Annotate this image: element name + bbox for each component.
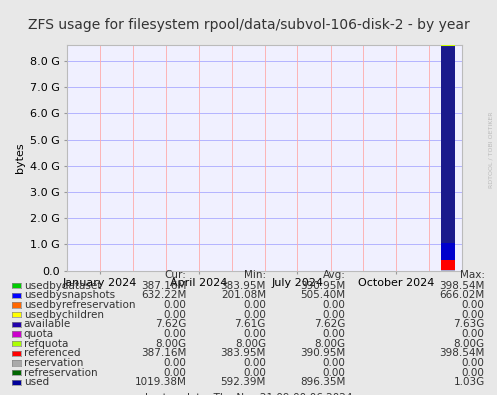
Text: used: used — [24, 377, 49, 387]
Text: 8.00G: 8.00G — [155, 339, 186, 349]
Text: Max:: Max: — [460, 271, 485, 280]
Text: usedbydataset: usedbydataset — [24, 280, 101, 291]
Text: 398.54M: 398.54M — [439, 348, 485, 358]
Text: 7.61G: 7.61G — [235, 319, 266, 329]
Text: 0.00: 0.00 — [164, 300, 186, 310]
Text: 7.63G: 7.63G — [453, 319, 485, 329]
Text: 0.00: 0.00 — [243, 368, 266, 378]
Text: 1.03G: 1.03G — [453, 377, 485, 387]
Text: 7.62G: 7.62G — [155, 319, 186, 329]
Text: 0.00: 0.00 — [462, 310, 485, 320]
Text: available: available — [24, 319, 71, 329]
Text: 592.39M: 592.39M — [221, 377, 266, 387]
Text: 0.00: 0.00 — [462, 358, 485, 368]
Text: 398.54M: 398.54M — [439, 280, 485, 291]
Text: 1019.38M: 1019.38M — [135, 377, 186, 387]
Text: 0.00: 0.00 — [243, 329, 266, 339]
Text: 0.00: 0.00 — [243, 358, 266, 368]
Text: 0.00: 0.00 — [243, 310, 266, 320]
Text: 0.00: 0.00 — [323, 300, 345, 310]
Text: RDTOOL / TOBI OETIKER: RDTOOL / TOBI OETIKER — [489, 112, 494, 188]
Text: 7.62G: 7.62G — [314, 319, 345, 329]
Text: 8.00G: 8.00G — [235, 339, 266, 349]
Text: 387.16M: 387.16M — [141, 348, 186, 358]
Text: 0.00: 0.00 — [164, 368, 186, 378]
Text: 383.95M: 383.95M — [221, 348, 266, 358]
Text: 0.00: 0.00 — [323, 368, 345, 378]
Text: 390.95M: 390.95M — [300, 280, 345, 291]
Text: Min:: Min: — [244, 271, 266, 280]
Text: Avg:: Avg: — [323, 271, 345, 280]
Text: 505.40M: 505.40M — [300, 290, 345, 300]
Text: reservation: reservation — [24, 358, 83, 368]
Text: 387.16M: 387.16M — [141, 280, 186, 291]
Text: 0.00: 0.00 — [164, 329, 186, 339]
Text: usedbychildren: usedbychildren — [24, 310, 104, 320]
Text: 201.08M: 201.08M — [221, 290, 266, 300]
Text: refreservation: refreservation — [24, 368, 97, 378]
Text: 0.00: 0.00 — [164, 358, 186, 368]
Text: quota: quota — [24, 329, 54, 339]
Text: refquota: refquota — [24, 339, 68, 349]
Text: 0.00: 0.00 — [323, 329, 345, 339]
Text: 0.00: 0.00 — [164, 310, 186, 320]
Text: 0.00: 0.00 — [462, 329, 485, 339]
Text: usedbysnapshots: usedbysnapshots — [24, 290, 115, 300]
Text: 0.00: 0.00 — [243, 300, 266, 310]
Text: 383.95M: 383.95M — [221, 280, 266, 291]
Text: 0.00: 0.00 — [462, 368, 485, 378]
Text: 8.00G: 8.00G — [314, 339, 345, 349]
Text: referenced: referenced — [24, 348, 81, 358]
Text: 0.00: 0.00 — [323, 310, 345, 320]
Text: 632.22M: 632.22M — [141, 290, 186, 300]
Text: 666.02M: 666.02M — [439, 290, 485, 300]
Text: usedbyrefreservation: usedbyrefreservation — [24, 300, 135, 310]
Text: Cur:: Cur: — [165, 271, 186, 280]
Text: 0.00: 0.00 — [462, 300, 485, 310]
Y-axis label: bytes: bytes — [15, 143, 25, 173]
Text: 896.35M: 896.35M — [300, 377, 345, 387]
Text: 8.00G: 8.00G — [453, 339, 485, 349]
Text: 390.95M: 390.95M — [300, 348, 345, 358]
Text: 0.00: 0.00 — [323, 358, 345, 368]
Text: ZFS usage for filesystem rpool/data/subvol-106-disk-2 - by year: ZFS usage for filesystem rpool/data/subv… — [28, 18, 469, 32]
Text: Last update: Thu Nov 21 09:00:06 2024: Last update: Thu Nov 21 09:00:06 2024 — [145, 393, 352, 395]
